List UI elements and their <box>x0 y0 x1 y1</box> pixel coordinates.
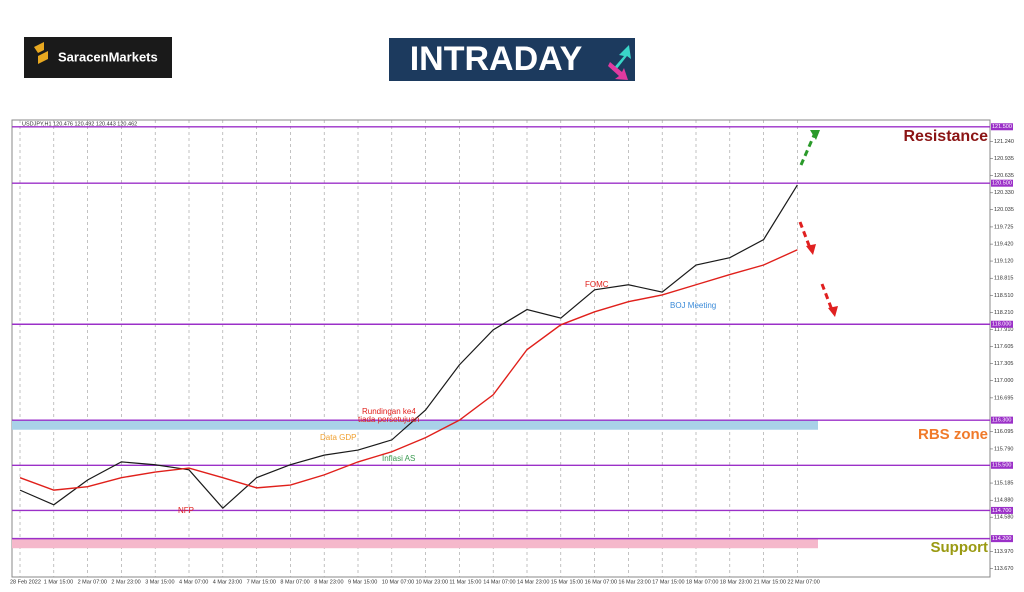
x-tick-label: 16 Mar 07:00 <box>585 579 617 585</box>
level-label: 120.500 <box>992 181 1012 187</box>
y-tick-label: 115.185 <box>994 481 1013 487</box>
y-tick-label: 119.725 <box>994 224 1013 230</box>
zone <box>12 420 818 430</box>
y-tick-label: 116.095 <box>994 429 1013 435</box>
level-label: 121.500 <box>992 124 1012 130</box>
down-arrow-2 <box>820 283 834 311</box>
x-tick-label: 2 Mar 07:00 <box>78 579 107 585</box>
level-tag <box>991 506 1013 514</box>
annotation: NFP <box>178 506 194 515</box>
x-tick-label: 2 Mar 23:00 <box>111 579 140 585</box>
y-tick-label: 117.000 <box>994 378 1013 384</box>
down-arrow-head <box>806 244 816 255</box>
y-tick-label: 120.035 <box>994 207 1014 213</box>
x-tick-label: 17 Mar 15:00 <box>652 579 684 585</box>
level-label: 118.000 <box>992 322 1011 328</box>
brand-icon <box>34 42 48 64</box>
y-tick-label: 120.330 <box>994 190 1014 196</box>
brand-box <box>24 37 172 78</box>
x-tick-label: 1 Mar 15:00 <box>44 579 73 585</box>
zone <box>12 538 818 549</box>
level-label: 115.500 <box>992 463 1011 469</box>
x-tick-label: 3 Mar 15:00 <box>145 579 174 585</box>
x-tick-label: 8 Mar 23:00 <box>314 579 343 585</box>
x-tick-label: 9 Mar 15:00 <box>348 579 377 585</box>
y-tick-label: 120.635 <box>994 173 1014 179</box>
annotation: Data GDP <box>320 433 356 442</box>
zone-label: Resistance <box>904 128 989 145</box>
x-tick-label: 22 Mar 07:00 <box>787 579 819 585</box>
annotation: FOMC <box>585 280 609 289</box>
x-tick-label: 4 Mar 23:00 <box>213 579 242 585</box>
y-tick-label: 120.935 <box>994 156 1014 162</box>
level-tag <box>991 123 1013 131</box>
y-tick-label: 117.605 <box>994 344 1013 350</box>
zone-label: Support <box>931 539 989 556</box>
x-tick-label: 28 Feb 2022 <box>10 579 41 585</box>
level-tag <box>991 179 1013 187</box>
zone-label: RBS zone <box>918 426 988 443</box>
level-label: 116.300 <box>992 418 1011 424</box>
symbol-info: USDJPY,H1 120.476 120.492 120.443 120.46… <box>22 121 137 127</box>
scenario-arrows <box>798 130 838 317</box>
y-tick-label: 118.210 <box>994 310 1013 316</box>
x-tick-label: 8 Mar 07:00 <box>280 579 309 585</box>
level-tag <box>991 535 1013 543</box>
y-tick-label: 119.120 <box>994 259 1013 265</box>
annotation: BOJ Meeting <box>670 301 716 310</box>
level-tag <box>991 320 1013 328</box>
logo-box <box>389 38 635 81</box>
up-arrow <box>799 132 817 166</box>
level-label: 114.200 <box>992 536 1011 542</box>
level-label: 114.700 <box>992 508 1011 514</box>
x-tick-label: 10 Mar 23:00 <box>416 579 448 585</box>
moving-average <box>19 249 798 491</box>
y-tick-label: 116.695 <box>994 395 1013 401</box>
logo-text: INTRADAY <box>410 40 583 78</box>
y-tick-label: 113.970 <box>994 549 1013 555</box>
x-tick-label: 18 Mar 23:00 <box>720 579 752 585</box>
x-tick-label: 16 Mar 23:00 <box>618 579 650 585</box>
x-tick-label: 14 Mar 23:00 <box>517 579 549 585</box>
brand-name: SaracenMarkets <box>58 49 158 64</box>
y-tick-label: 117.305 <box>994 361 1013 367</box>
y-tick-label: 113.670 <box>994 566 1013 572</box>
y-tick-label: 114.880 <box>994 498 1013 504</box>
x-tick-label: 4 Mar 07:00 <box>179 579 208 585</box>
brand-logo: SaracenMarkets <box>24 37 172 78</box>
annotation: Inflasi AS <box>382 454 415 463</box>
down-arrow <box>798 221 812 249</box>
annotation: tiada persetujuan <box>358 415 419 424</box>
x-tick-label: 11 Mar 15:00 <box>449 579 481 585</box>
y-tick-label: 118.510 <box>994 293 1013 299</box>
x-tick-label: 7 Mar 15:00 <box>247 579 276 585</box>
x-tick-label: 14 Mar 07:00 <box>483 579 515 585</box>
y-tick-label: 117.910 <box>994 327 1013 333</box>
level-tag <box>991 461 1013 469</box>
y-tick-label: 118.815 <box>994 276 1013 282</box>
x-tick-label: 21 Mar 15:00 <box>754 579 786 585</box>
logo-arrow-up <box>612 45 631 70</box>
y-tick-label: 114.580 <box>994 515 1013 521</box>
intraday-logo: INTRADAY <box>389 38 635 81</box>
x-tick-label: 15 Mar 15:00 <box>551 579 583 585</box>
plot: USDJPY,H1 120.476 120.492 120.443 120.46… <box>10 120 1014 585</box>
annotation: Rundingan ke4 <box>362 407 416 416</box>
down-arrow-2-head <box>828 306 838 317</box>
logo-arrow-down <box>608 62 628 80</box>
up-arrow-head <box>810 130 820 140</box>
x-tick-label: 18 Mar 07:00 <box>686 579 718 585</box>
plot-frame <box>11 119 991 578</box>
y-tick-label: 119.420 <box>994 242 1013 248</box>
y-tick-label: 121.240 <box>994 139 1014 145</box>
x-tick-label: 10 Mar 07:00 <box>382 579 414 585</box>
price-line <box>19 184 798 510</box>
y-tick-label: 115.790 <box>994 446 1013 452</box>
level-tag <box>991 416 1013 424</box>
